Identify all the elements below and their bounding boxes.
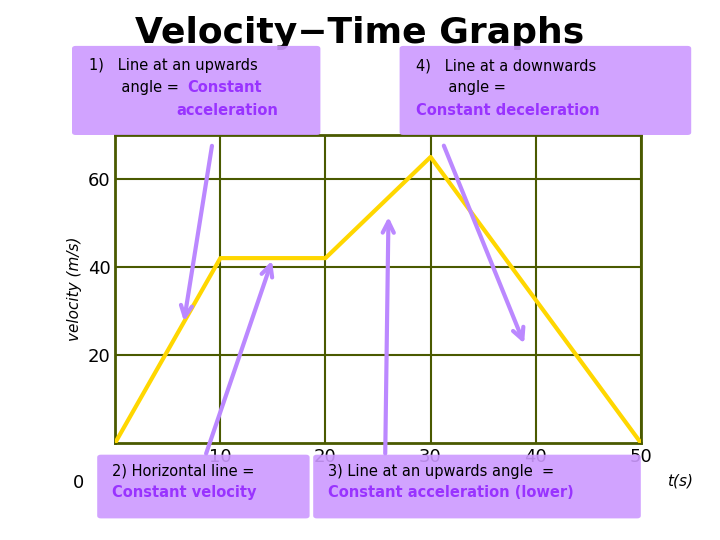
Text: Constant: Constant bbox=[187, 80, 262, 95]
Text: Constant acceleration (lower): Constant acceleration (lower) bbox=[328, 485, 573, 501]
Text: t(s): t(s) bbox=[667, 474, 693, 489]
Text: 0: 0 bbox=[73, 474, 84, 491]
Text: acceleration: acceleration bbox=[176, 103, 278, 118]
Text: 3) Line at an upwards angle  =: 3) Line at an upwards angle = bbox=[328, 464, 554, 479]
Y-axis label: velocity (m/s): velocity (m/s) bbox=[67, 237, 82, 341]
Text: 1)   Line at an upwards: 1) Line at an upwards bbox=[89, 58, 257, 73]
Text: 4)   Line at a downwards: 4) Line at a downwards bbox=[416, 58, 596, 73]
Text: angle =: angle = bbox=[89, 80, 188, 95]
Text: Constant velocity: Constant velocity bbox=[112, 485, 256, 501]
Text: Constant deceleration: Constant deceleration bbox=[416, 103, 600, 118]
Text: Velocity−Time Graphs: Velocity−Time Graphs bbox=[135, 16, 585, 50]
Text: angle =: angle = bbox=[416, 80, 506, 95]
Text: 2) Horizontal line =: 2) Horizontal line = bbox=[112, 464, 254, 479]
